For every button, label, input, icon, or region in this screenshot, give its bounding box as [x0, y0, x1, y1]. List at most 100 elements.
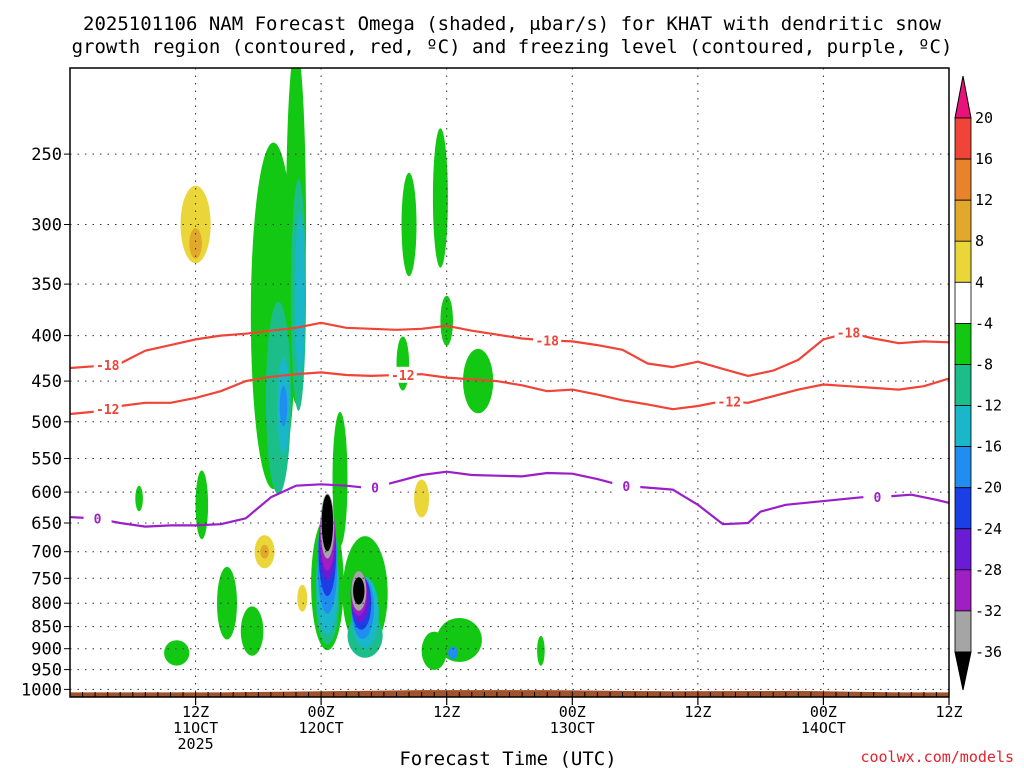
minus12-label-0: -12 — [96, 403, 119, 418]
x-tick-label-0-1: 11OCT — [173, 719, 218, 737]
omega-region-35 — [448, 646, 458, 660]
colorbar-label-8: -16 — [975, 438, 1002, 456]
colorbar-label-5: -4 — [975, 314, 993, 332]
zero-label-bg-3 — [863, 488, 892, 505]
colorbar-swatch-12 — [954, 610, 972, 653]
minus12-label-bg-1 — [388, 366, 417, 383]
colorbar-swatch-6 — [954, 364, 972, 406]
minus18-label-bg-2 — [834, 324, 863, 341]
minus12-label-1: -12 — [391, 369, 414, 384]
omega-region-29 — [294, 213, 305, 377]
y-tick-label-9: 700 — [31, 543, 62, 563]
zero-label-1: 0 — [371, 481, 379, 496]
colorbar-label-3: 8 — [975, 232, 984, 250]
colorbar-swatch-2 — [954, 199, 972, 242]
omega-region-0 — [180, 185, 211, 264]
colorbar-swatch-10 — [954, 528, 972, 571]
omega-region-5 — [414, 479, 430, 518]
omega-region-7 — [135, 485, 143, 512]
omega-region-17 — [432, 128, 448, 268]
colorbar-label-10: -24 — [975, 520, 1002, 538]
omega-region-45 — [353, 577, 365, 605]
colorbar-label-11: -28 — [975, 561, 1002, 579]
x-tick-label-3-0: 00Z — [559, 703, 586, 721]
minus12-label-2: -12 — [718, 396, 741, 411]
colorbar-swatch-11 — [954, 569, 972, 612]
minus18-label-2: -18 — [837, 327, 861, 342]
omega-region-15 — [332, 411, 348, 547]
omega-region-3 — [260, 544, 269, 559]
y-tick-label-11: 800 — [31, 594, 62, 614]
minus12-label-bg-2 — [715, 393, 744, 410]
x-tick-label-6-0: 12Z — [935, 703, 962, 721]
colorbar-top-arrow — [954, 75, 972, 119]
minus18-label-1: -18 — [535, 334, 559, 349]
x-axis-label: Forecast Time (UTC) — [399, 748, 616, 768]
colorbar-label-2: 12 — [975, 191, 993, 209]
y-tick-label-7: 600 — [31, 483, 62, 503]
x-tick-label-5-0: 00Z — [810, 703, 837, 721]
zero-label-bg-2 — [612, 477, 641, 494]
x-tick-label-5-1: 14OCT — [801, 719, 846, 737]
minus18-label-bg-1 — [533, 332, 562, 349]
omega-region-4 — [297, 584, 308, 612]
minus12-contour — [70, 371, 949, 416]
colorbar-label-7: -12 — [975, 397, 1002, 415]
colorbar-label-1: 16 — [975, 150, 993, 168]
colorbar-swatch-0 — [954, 117, 972, 160]
omega-shading — [135, 68, 545, 670]
y-tick-label-15: 1000 — [21, 680, 62, 700]
colorbar-swatch-8 — [954, 446, 972, 489]
omega-region-8 — [164, 640, 190, 666]
y-axis-ticks: 2503003504004505005506006507007508008509… — [21, 145, 70, 700]
temperature-contours: -18 -18 -18 -12 -12 -12 0 0 0 0 — [70, 321, 949, 528]
colorbar-label-13: -36 — [975, 643, 1002, 661]
y-tick-label-2: 350 — [31, 275, 62, 295]
y-tick-label-13: 900 — [31, 640, 62, 660]
omega-region-6 — [195, 470, 209, 540]
colorbar-label-12: -32 — [975, 602, 1002, 620]
x-tick-label-2-0: 12Z — [433, 703, 460, 721]
y-tick-label-8: 650 — [31, 514, 62, 534]
omega-region-16 — [401, 172, 417, 277]
y-tick-label-0: 250 — [31, 145, 62, 165]
colorbar-bottom-arrow — [954, 651, 972, 691]
zero-label-0: 0 — [94, 513, 102, 528]
x-tick-label-3-1: 13OCT — [550, 719, 595, 737]
x-tick-label-1-1: 12OCT — [299, 719, 344, 737]
omega-region-34 — [279, 385, 288, 427]
freezing-level-contour — [70, 470, 949, 528]
colorbar-label-4: 4 — [975, 273, 984, 291]
minus18-label-bg-0 — [93, 356, 122, 373]
omega-region-23 — [537, 635, 545, 666]
x-tick-label-1-0: 00Z — [308, 703, 335, 721]
y-tick-label-10: 750 — [31, 569, 62, 589]
y-tick-label-1: 300 — [31, 216, 62, 236]
minus12-label-bg-0 — [93, 400, 122, 417]
chart-title-line-2: growth region (contoured, red, ºC) and f… — [72, 36, 953, 58]
x-tick-label-0-2: 2025 — [178, 735, 214, 753]
zero-label-bg-1 — [361, 479, 390, 496]
omega-region-19 — [440, 295, 454, 346]
x-tick-label-0-0: 12Z — [182, 703, 209, 721]
omega-region-44 — [321, 494, 334, 552]
zero-label-3: 0 — [873, 491, 881, 506]
omega-region-22 — [421, 631, 447, 670]
y-tick-label-3: 400 — [31, 327, 62, 347]
colorbar-swatch-9 — [954, 487, 972, 530]
colorbar-label-6: -8 — [975, 356, 993, 374]
omega-region-10 — [240, 606, 264, 656]
credit-text: coolwx.com/models — [860, 748, 1014, 766]
omega-region-20 — [463, 348, 494, 414]
colorbar-swatch-5 — [954, 322, 972, 365]
chart-title-line-1: 2025101106 NAM Forecast Omega (shaded, μ… — [83, 13, 941, 35]
y-tick-label-12: 850 — [31, 618, 62, 638]
colorbar-swatch-4 — [954, 281, 972, 324]
y-tick-label-4: 450 — [31, 372, 62, 392]
omega-region-1 — [189, 228, 202, 259]
zero-label-bg-0 — [83, 510, 112, 527]
colorbar-swatch-7 — [954, 405, 972, 447]
y-tick-label-5: 500 — [31, 413, 62, 433]
y-tick-label-14: 950 — [31, 661, 62, 681]
